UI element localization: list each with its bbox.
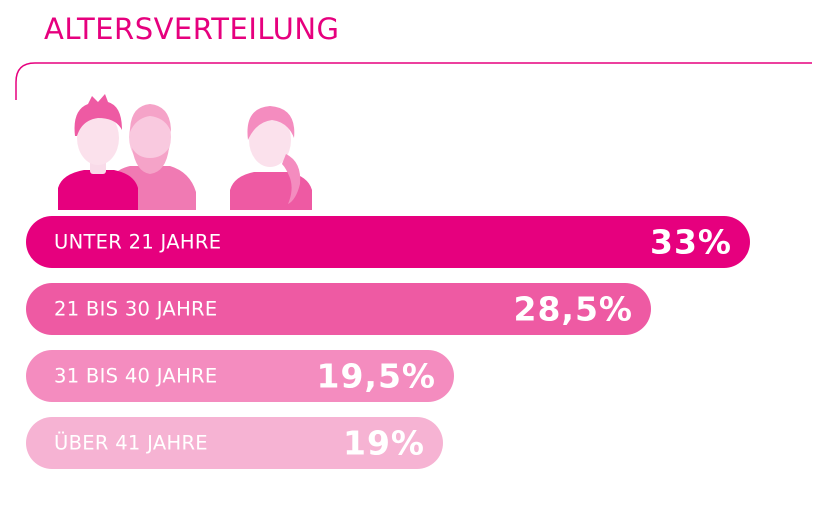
- bar: ÜBER 41 JAHRE 19%: [26, 417, 443, 469]
- title-rule: [15, 62, 812, 100]
- bar-value-label: 19,5%: [316, 356, 436, 396]
- bar-category-label: 21 BIS 30 JAHRE: [54, 297, 218, 321]
- bar-value-label: 33%: [650, 222, 732, 262]
- chart-title: ALTERSVERTEILUNG: [44, 12, 340, 46]
- bar-value-label: 28,5%: [513, 289, 633, 329]
- bar-category-label: 31 BIS 40 JAHRE: [54, 364, 218, 388]
- bar-category-label: ÜBER 41 JAHRE: [54, 431, 208, 455]
- people-illustration: [58, 94, 312, 210]
- bar-value-label: 19%: [343, 423, 425, 463]
- bar-category-label: UNTER 21 JAHRE: [54, 230, 222, 254]
- bar: 21 BIS 30 JAHRE 28,5%: [26, 283, 651, 335]
- bar: UNTER 21 JAHRE 33%: [26, 216, 750, 268]
- woman-icon: [230, 106, 312, 210]
- bar: 31 BIS 40 JAHRE 19,5%: [26, 350, 454, 402]
- man-icon: [58, 94, 138, 210]
